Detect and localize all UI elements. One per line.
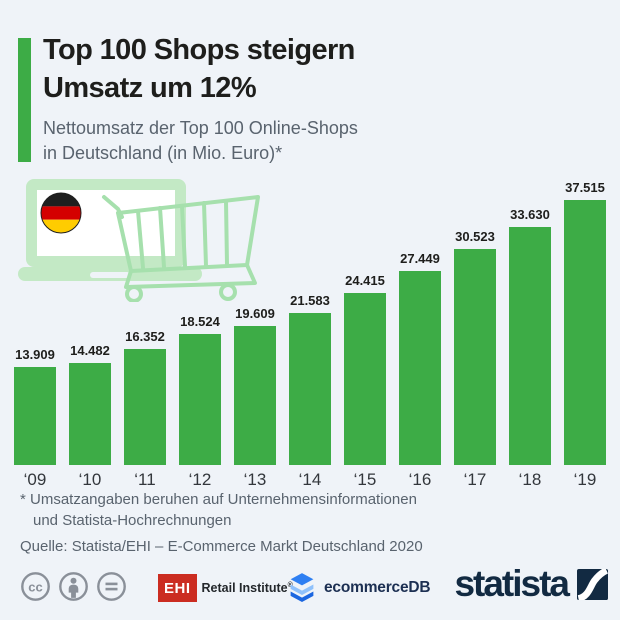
registered-mark: ® [287, 581, 293, 589]
german-flag-icon [40, 192, 82, 234]
x-axis-label: ‘17 [463, 470, 487, 489]
statista-wordmark: statista [454, 563, 570, 604]
statista-icon [577, 568, 608, 600]
bar [69, 363, 111, 465]
bar [179, 334, 221, 465]
ecommercedb-icon [290, 573, 314, 602]
bar-value-label: 13.909 [15, 347, 55, 362]
bar-group-17: 30.523 ‘17 [454, 180, 496, 490]
footnote-line-2: und Statista-Hochrechnungen [33, 512, 232, 529]
bar-chart: 13.909 ‘09 14.482 ‘10 16.352 ‘11 18.524 ‘12 19.6… [14, 180, 606, 490]
title-accent-bar [18, 38, 31, 162]
x-axis-label: ‘09 [23, 470, 47, 489]
subtitle-line-2: in Deutschland (in Mio. Euro)* [43, 143, 283, 163]
bar-value-label: 21.583 [290, 293, 330, 308]
title-line-2: Umsatz um 12% [43, 72, 257, 104]
bar-group-13: 19.609 ‘13 [234, 180, 276, 490]
source-line: Quelle: Statista/EHI – E-Commerce Markt … [20, 538, 423, 555]
attribution-icon[interactable] [58, 571, 89, 602]
bar [399, 271, 441, 465]
x-axis-label: ‘19 [573, 470, 597, 489]
page-subtitle: Nettoumsatz der Top 100 Online-Shops in … [43, 116, 358, 166]
bar [234, 326, 276, 465]
title-line-1: Top 100 Shops steigern [43, 34, 355, 66]
x-axis-label: ‘12 [188, 470, 212, 489]
statista-logo[interactable]: statista [454, 563, 608, 605]
ehi-logo-text: Retail Institute® [201, 581, 293, 595]
x-axis-label: ‘11 [134, 470, 156, 489]
x-axis-label: ‘14 [298, 470, 322, 489]
ecommercedb-logo[interactable]: ecommerceDB [288, 572, 431, 604]
bar-value-label: 16.352 [125, 329, 165, 344]
bar-value-label: 14.482 [70, 343, 110, 358]
footnote-block: * Umsatzangaben beruhen auf Unternehmens… [20, 489, 423, 557]
no-derivatives-icon[interactable] [96, 571, 127, 602]
footnote-line-1: * Umsatzangaben beruhen auf Unternehmens… [20, 491, 417, 508]
bar-group-10: 14.482 ‘10 [69, 180, 111, 490]
bar-value-label: 27.449 [400, 251, 440, 266]
svg-text:cc: cc [28, 580, 42, 595]
x-axis-label: ‘16 [408, 470, 432, 489]
bar-group-14: 21.583 ‘14 [289, 180, 331, 490]
page-title: Top 100 Shops steigern Umsatz um 12% [43, 31, 355, 107]
bar-value-label: 37.515 [565, 180, 605, 195]
bar-group-16: 27.449 ‘16 [399, 180, 441, 490]
bar [454, 249, 496, 465]
bar [124, 349, 166, 465]
laptop-cart-illustration [18, 179, 260, 302]
laptop-trackpad [90, 272, 130, 278]
license-icons[interactable]: cc [20, 571, 127, 602]
bar-value-label: 19.609 [235, 306, 275, 321]
bar-group-19: 37.515 ‘19 [564, 180, 606, 490]
bar-group-18: 33.630 ‘18 [509, 180, 551, 490]
ehi-logo-box: EHI [158, 574, 197, 602]
bar-value-label: 30.523 [455, 229, 495, 244]
bar-group-09: 13.909 ‘09 [14, 180, 56, 490]
bar [14, 367, 56, 465]
bar-group-11: 16.352 ‘11 [124, 180, 166, 490]
cc-icon[interactable]: cc [20, 571, 51, 602]
bar-value-label: 18.524 [180, 314, 220, 329]
footer: cc EHI Retail Institute® ecomm [20, 562, 608, 612]
x-axis-label: ‘15 [353, 470, 377, 489]
bar [564, 200, 606, 465]
bar-value-label: 33.630 [510, 207, 550, 222]
x-axis-label: ‘10 [78, 470, 102, 489]
ecommercedb-label: ecommerceDB [324, 579, 431, 596]
ehi-logo[interactable]: EHI Retail Institute® [158, 574, 293, 602]
bar-group-12: 18.524 ‘12 [179, 180, 221, 490]
shopping-cart-icon [102, 195, 260, 302]
x-axis-label: ‘13 [243, 470, 267, 489]
bar [344, 293, 386, 465]
x-axis-label: ‘18 [518, 470, 542, 489]
subtitle-line-1: Nettoumsatz der Top 100 Online-Shops [43, 118, 358, 138]
bar-value-label: 24.415 [345, 273, 385, 288]
bar-group-15: 24.415 ‘15 [344, 180, 386, 490]
bar [509, 227, 551, 465]
bar [289, 313, 331, 465]
